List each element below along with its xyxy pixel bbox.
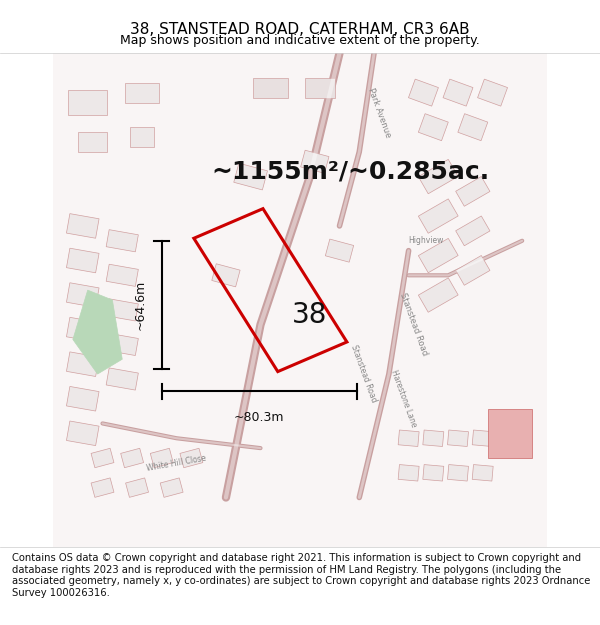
Text: Harestone Lane: Harestone Lane	[389, 369, 418, 429]
Bar	[125, 478, 149, 498]
Bar	[418, 278, 458, 312]
Text: 38: 38	[292, 301, 328, 329]
Bar	[497, 430, 518, 446]
Bar	[478, 79, 508, 106]
Bar	[67, 282, 99, 308]
Bar	[106, 368, 139, 390]
Bar	[472, 430, 493, 446]
Bar	[325, 239, 353, 262]
Bar	[305, 78, 335, 98]
Bar	[106, 229, 139, 252]
Bar	[423, 430, 444, 446]
Text: Stanstead Road: Stanstead Road	[350, 344, 379, 404]
Bar	[125, 82, 159, 102]
Text: Stanstead Road: Stanstead Road	[398, 292, 429, 357]
Bar	[68, 90, 107, 115]
Bar	[78, 132, 107, 152]
Text: Map shows position and indicative extent of the property.: Map shows position and indicative extent…	[120, 34, 480, 48]
Bar	[398, 464, 419, 481]
Bar	[212, 264, 240, 287]
Bar	[67, 386, 99, 411]
Bar	[458, 114, 488, 141]
Bar	[455, 216, 490, 246]
Bar	[106, 264, 139, 286]
Bar	[67, 421, 99, 446]
Bar	[67, 248, 99, 272]
Bar	[130, 127, 154, 147]
Bar	[91, 478, 114, 498]
Bar	[418, 114, 448, 141]
Bar	[448, 464, 469, 481]
Bar	[398, 430, 419, 446]
Polygon shape	[488, 409, 532, 458]
Bar	[455, 176, 490, 206]
Text: ~80.3m: ~80.3m	[234, 411, 284, 424]
Bar	[418, 199, 458, 233]
Bar	[67, 214, 99, 238]
Bar	[472, 464, 493, 481]
Bar	[180, 448, 203, 468]
Bar	[91, 448, 114, 468]
Bar	[301, 150, 329, 173]
Text: ~1155m²/~0.285ac.: ~1155m²/~0.285ac.	[211, 159, 489, 184]
Bar	[106, 333, 139, 356]
Bar	[448, 430, 469, 446]
Bar	[455, 256, 490, 285]
Bar	[234, 163, 268, 190]
Text: 38, STANSTEAD ROAD, CATERHAM, CR3 6AB: 38, STANSTEAD ROAD, CATERHAM, CR3 6AB	[130, 22, 470, 37]
Polygon shape	[73, 290, 122, 374]
Bar	[160, 478, 183, 498]
Bar	[106, 299, 139, 321]
Bar	[443, 79, 473, 106]
Bar	[121, 448, 143, 468]
Bar	[423, 464, 444, 481]
Bar	[253, 78, 287, 98]
Text: Park Avenue: Park Avenue	[366, 86, 392, 139]
Bar	[67, 352, 99, 376]
Bar	[418, 159, 458, 194]
Bar	[150, 448, 173, 468]
Bar	[409, 79, 439, 106]
Text: Highview: Highview	[408, 236, 443, 245]
Text: ~64.6m: ~64.6m	[134, 280, 147, 330]
Bar	[67, 318, 99, 342]
Text: White Hill Close: White Hill Close	[146, 453, 207, 472]
Text: Contains OS data © Crown copyright and database right 2021. This information is : Contains OS data © Crown copyright and d…	[12, 553, 590, 598]
Bar	[418, 238, 458, 272]
